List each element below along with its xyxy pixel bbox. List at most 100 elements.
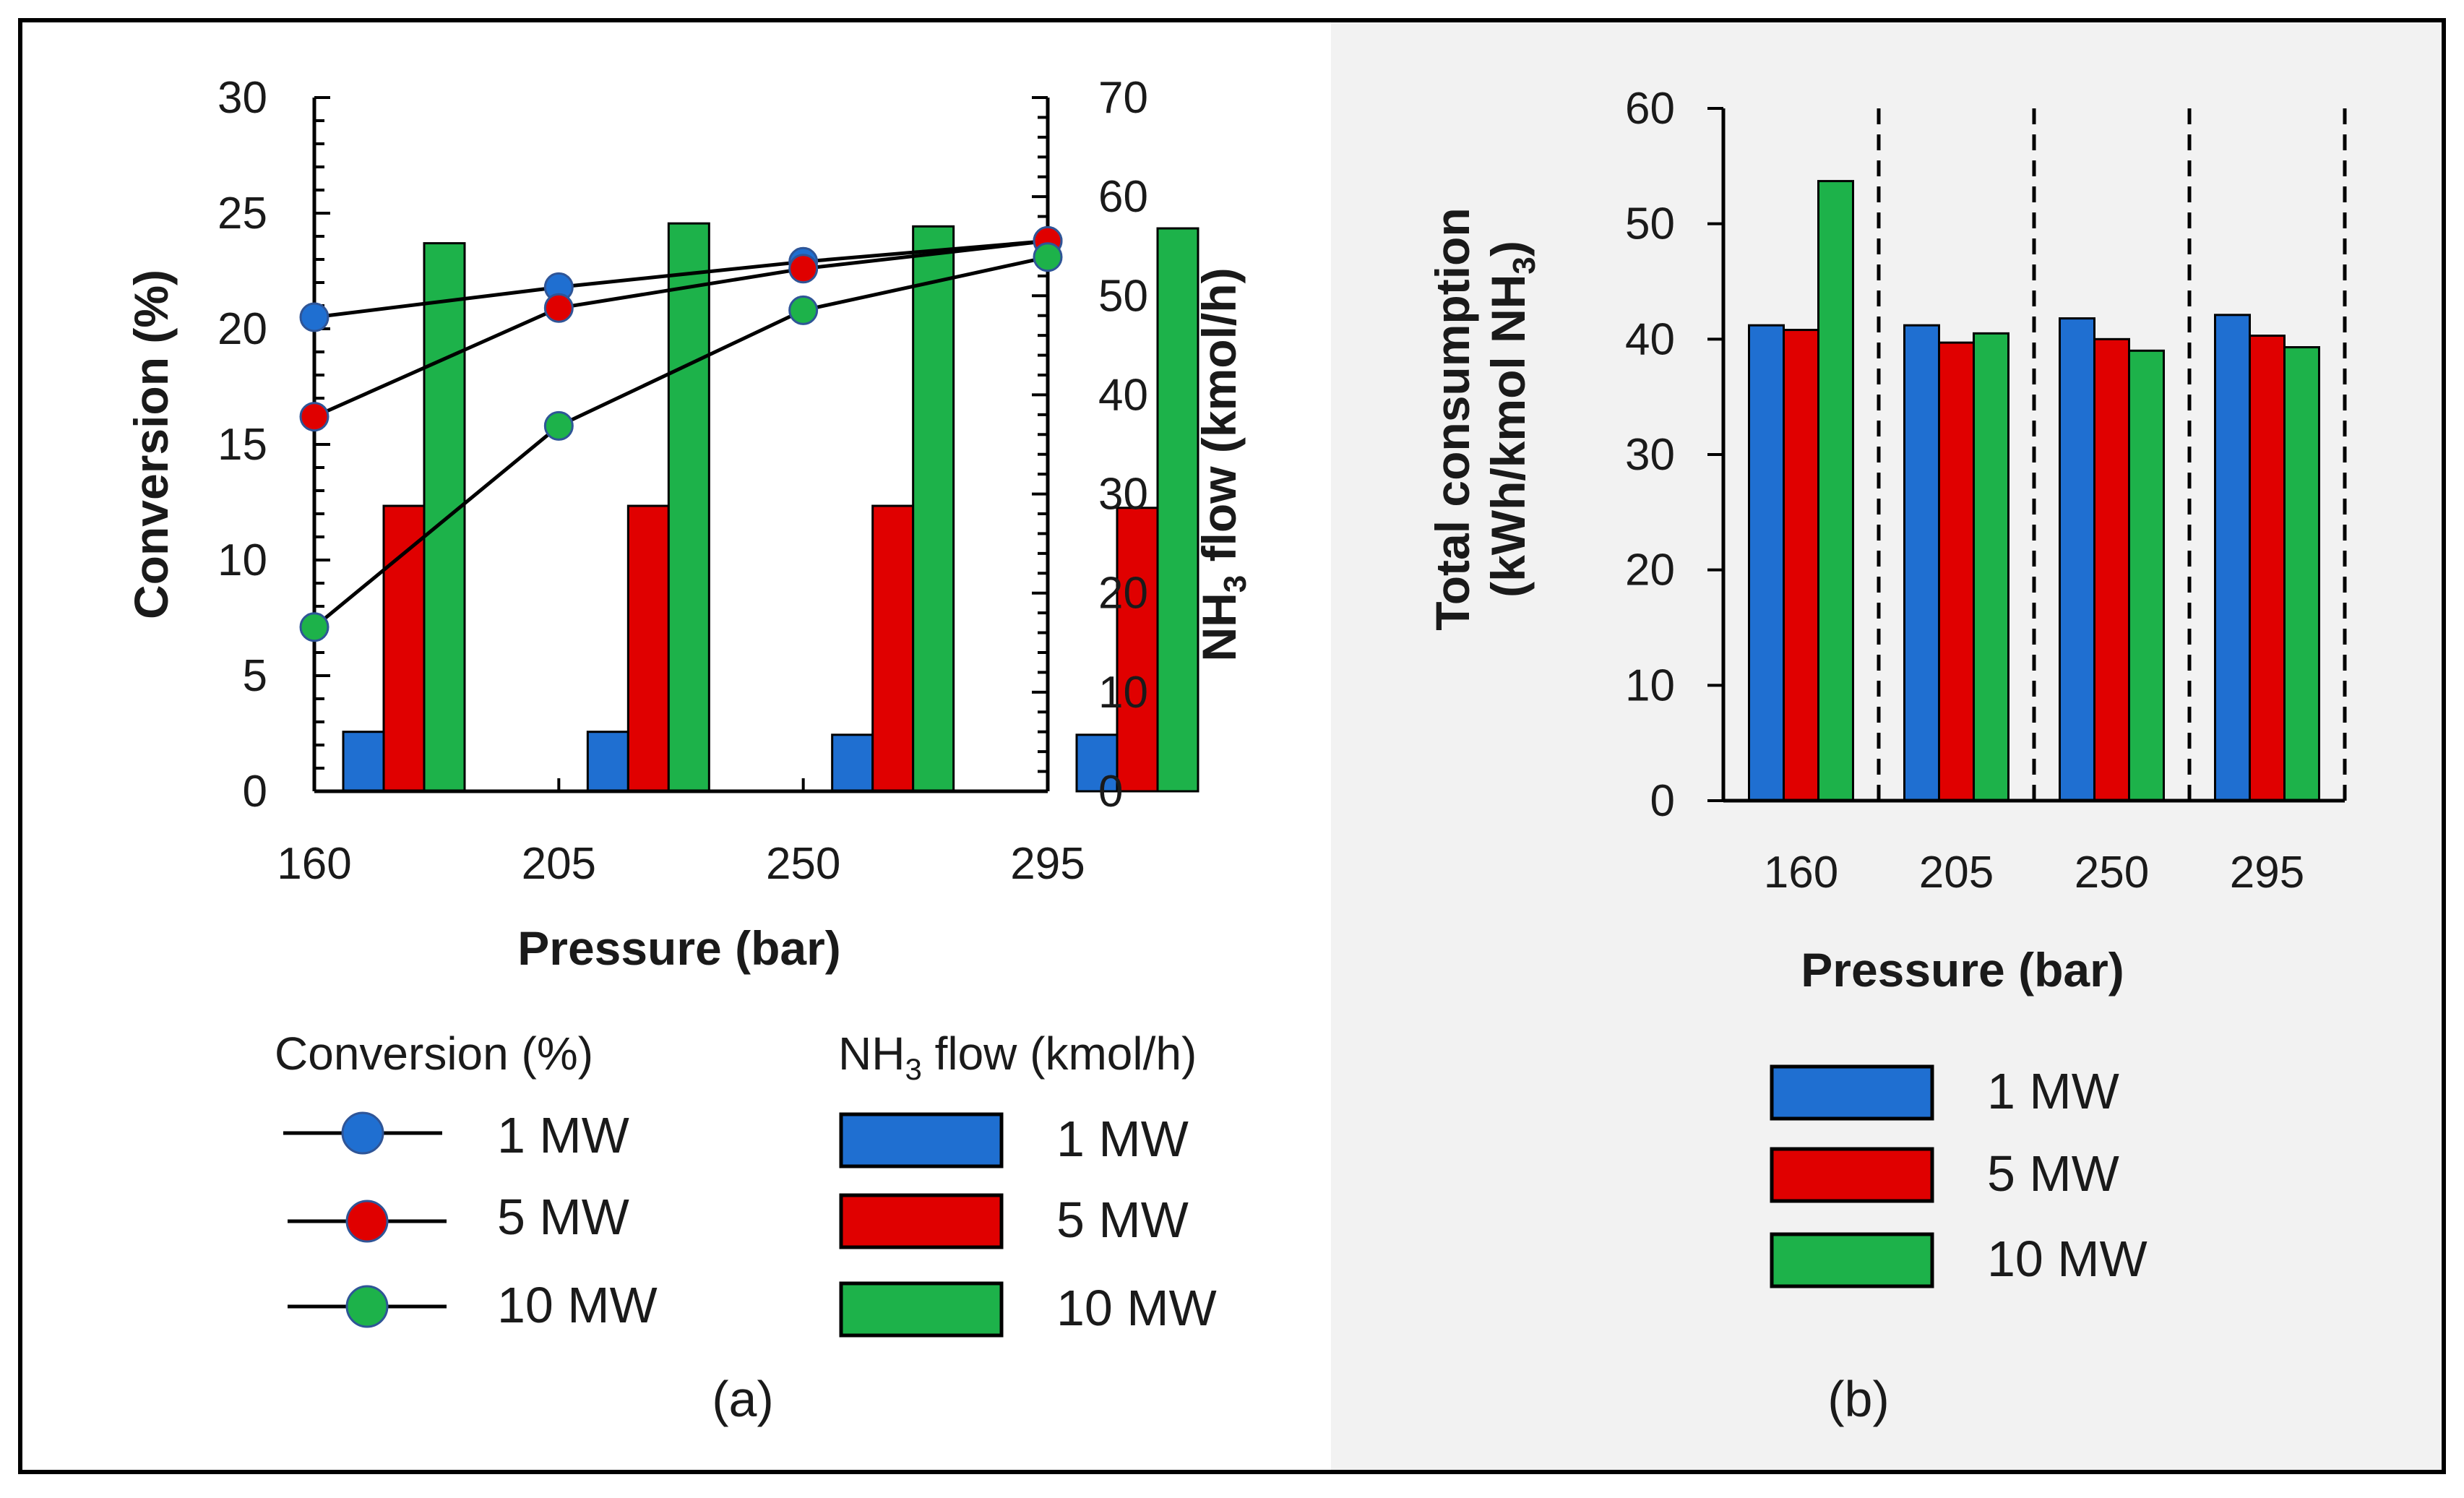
panel-a-legend: Conversion (%) NH3 flow (kmol/h) 1 MW 5 … — [275, 1028, 1217, 1338]
tick-label-y-b: 40 — [1625, 314, 1675, 364]
bar-a-5mw-295 — [1116, 507, 1159, 793]
tick-label-left-a: 20 — [217, 304, 267, 354]
figure-frame — [18, 18, 2446, 1474]
bar-b-10mw-250 — [2128, 349, 2165, 802]
panel-b-ylabel-line1: Total consumption — [1426, 207, 1479, 630]
tick-label-y-b: 30 — [1625, 430, 1675, 480]
tick-label-left-a: 15 — [217, 420, 267, 470]
tick-label-left-a: 30 — [217, 73, 267, 123]
tick-label-right-a: 0 — [1098, 767, 1123, 817]
line-a-1mw — [314, 238, 1048, 319]
panel-b-ylabel-line2: (kWh/kmol NH3) — [1481, 241, 1542, 598]
panel-a-lines — [299, 225, 1063, 642]
bar-b-1mw-160 — [1748, 324, 1785, 802]
tick-label-right-a: 40 — [1098, 370, 1148, 420]
panel-b: 0 10 20 30 40 50 60 160 205 250 295 Pressure (bar)… — [1426, 84, 2347, 1427]
tick-label-x-b: 295 — [2230, 848, 2304, 897]
marker-a-10mw-205 — [543, 410, 574, 441]
panel-b-bars — [1748, 180, 2320, 802]
bar-b-10mw-160 — [1817, 180, 1854, 802]
legend-bar-title: NH3 flow (kmol/h) — [838, 1028, 1197, 1086]
legend-line-5mw-marker — [345, 1200, 389, 1243]
legend-b-5mw-swatch — [1770, 1147, 1934, 1203]
tick-label-x-b: 250 — [2075, 848, 2149, 897]
legend-bar-1mw-swatch — [839, 1112, 1004, 1168]
bar-a-5mw-250 — [871, 504, 915, 793]
line-a-5mw — [313, 238, 1048, 418]
bar-a-10mw-160 — [423, 242, 466, 793]
legend-line-1mw-label: 1 MW — [497, 1107, 629, 1163]
line-a-10mw — [313, 255, 1048, 629]
legend-bar-1mw-label: 1 MW — [1056, 1111, 1189, 1167]
tick-label-right-a: 60 — [1098, 172, 1148, 222]
tick-label-y-b: 10 — [1625, 660, 1675, 710]
tick-label-right-a: 70 — [1098, 73, 1148, 123]
bar-a-1mw-295 — [1075, 733, 1119, 793]
bar-b-5mw-205 — [1938, 341, 1975, 802]
panel-b-label: (b) — [1827, 1371, 1890, 1427]
legend-line-10mw-label: 10 MW — [497, 1277, 658, 1333]
tick-label-x-a: 250 — [766, 839, 840, 889]
bar-b-1mw-205 — [1903, 324, 1940, 802]
bar-a-1mw-205 — [586, 731, 629, 793]
marker-a-10mw-250 — [788, 295, 819, 325]
bar-a-1mw-250 — [831, 733, 874, 793]
tick-label-y-b: 60 — [1625, 84, 1675, 134]
bar-b-1mw-250 — [2059, 317, 2095, 802]
legend-bar-5mw-label: 5 MW — [1056, 1192, 1189, 1248]
tick-label-right-a: 10 — [1098, 668, 1148, 718]
tick-label-left-a: 25 — [217, 189, 267, 238]
tick-label-x-a: 205 — [522, 839, 596, 889]
marker-a-10mw-160 — [299, 612, 329, 642]
legend-bar-10mw-label: 10 MW — [1056, 1280, 1217, 1336]
marker-a-1mw-160 — [299, 302, 329, 332]
tick-label-right-a: 20 — [1098, 569, 1148, 619]
panel-a-xlabel: Pressure (bar) — [517, 921, 841, 975]
bar-a-1mw-160 — [342, 731, 385, 793]
marker-a-10mw-295 — [1033, 242, 1063, 272]
tick-label-x-b: 160 — [1764, 848, 1838, 897]
tick-label-x-a: 160 — [277, 839, 351, 889]
bar-b-5mw-250 — [2093, 337, 2130, 802]
legend-b-1mw-swatch — [1770, 1064, 1934, 1121]
tick-label-y-b: 50 — [1625, 199, 1675, 249]
legend-b-1mw-label: 1 MW — [1987, 1063, 2119, 1119]
bar-b-5mw-295 — [2249, 335, 2286, 802]
legend-line-1mw-marker — [341, 1111, 384, 1155]
bar-a-10mw-250 — [912, 225, 955, 793]
bar-b-5mw-160 — [1783, 329, 1819, 802]
legend-b-10mw-label: 10 MW — [1987, 1231, 2148, 1287]
tick-label-right-a: 30 — [1098, 470, 1148, 520]
bar-b-10mw-205 — [1973, 332, 2009, 802]
bar-a-10mw-205 — [667, 222, 710, 793]
panel-a-tick-labels: 0 5 10 15 20 25 30 0 10 20 30 40 50 60 70 160 205 250 295 — [217, 73, 1148, 889]
tick-label-x-a: 295 — [1010, 839, 1085, 889]
legend-line-5mw-label: 5 MW — [497, 1189, 629, 1245]
panel-b-legend: 1 MW 5 MW 10 MW — [1770, 1063, 2148, 1288]
bar-a-5mw-160 — [382, 504, 426, 793]
bar-b-10mw-295 — [2283, 346, 2320, 802]
legend-b-10mw-swatch — [1770, 1232, 1934, 1288]
panel-a-ylabel-right: NH3 flow (kmol/h) — [1192, 267, 1253, 661]
legend-bar-5mw-swatch — [839, 1193, 1004, 1249]
panel-a-bars — [342, 222, 1199, 793]
tick-label-left-a: 10 — [217, 535, 267, 585]
panel-a-axes — [312, 96, 1050, 793]
panel-b-axes — [1707, 107, 2347, 803]
tick-label-left-a: 5 — [243, 651, 267, 701]
tick-label-left-a: 0 — [243, 767, 267, 817]
legend-line-10mw-marker — [345, 1285, 389, 1328]
marker-a-5mw-250 — [788, 254, 819, 284]
tick-label-x-b: 205 — [1919, 848, 1994, 897]
tick-label-y-b: 20 — [1625, 546, 1675, 595]
bar-b-1mw-295 — [2214, 314, 2251, 802]
panel-a-ylabel-left: Conversion (%) — [124, 270, 178, 619]
marker-a-5mw-205 — [543, 293, 574, 323]
legend-line-title: Conversion (%) — [275, 1028, 593, 1080]
legend-b-5mw-label: 5 MW — [1987, 1145, 2119, 1202]
panel-b-tick-labels: 0 10 20 30 40 50 60 160 205 250 295 — [1625, 84, 2304, 897]
panel-b-xlabel: Pressure (bar) — [1801, 943, 2124, 996]
marker-a-5mw-160 — [299, 402, 329, 432]
